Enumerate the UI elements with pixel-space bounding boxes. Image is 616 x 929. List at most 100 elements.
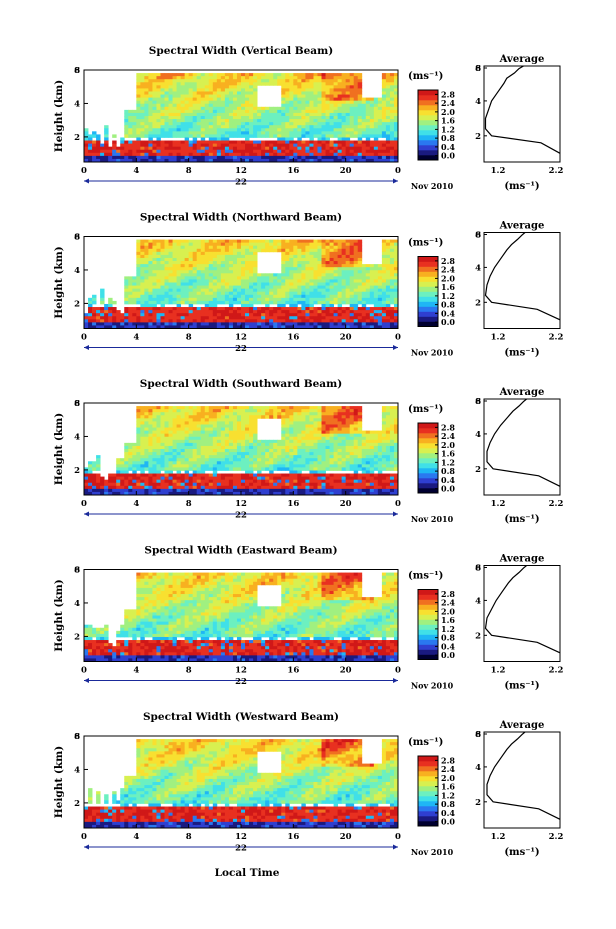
x-tick-label: 12	[235, 666, 247, 676]
average-x-tick-label: 2.2	[549, 832, 564, 842]
x-tick-label: 20	[340, 333, 352, 343]
colorbar-unit: (ms⁻¹)	[408, 404, 443, 415]
average-title: Average	[499, 554, 545, 565]
x-tick-label: 16	[287, 333, 299, 343]
heatmap-field	[84, 239, 399, 329]
y-tick-label: 2	[74, 466, 80, 476]
y-tick-label: 6	[74, 66, 80, 76]
colorbar-segment	[418, 281, 438, 287]
colorbar-tick-label: 0.0	[441, 484, 455, 494]
date-label: Nov 2010	[411, 348, 454, 358]
colorbar-tick-label: 2.4	[441, 265, 455, 275]
heatmap-field	[84, 406, 399, 496]
colorbar-segment	[418, 488, 438, 494]
date-label: Nov 2010	[411, 847, 454, 857]
date-label: Nov 2010	[411, 181, 454, 191]
colorbar: 0.00.40.81.21.62.02.42.8	[417, 256, 455, 327]
date-label: Nov 2010	[411, 514, 454, 524]
colorbar-segment	[418, 761, 438, 767]
y-tick-label: 2	[74, 133, 80, 143]
colorbar-tick-label: 0.8	[441, 300, 455, 310]
average-y-tick-label: 6	[475, 64, 481, 74]
colorbar-segment	[418, 629, 438, 635]
colorbar-tick-label: 2.0	[441, 107, 455, 117]
colorbar-segment	[418, 316, 438, 322]
panel-4: Spectral Width (Eastward Beam)2468Height…	[53, 545, 563, 692]
x-tick-label: 8	[186, 832, 192, 842]
colorbar-tick-label: 1.2	[441, 624, 455, 634]
colorbar-segment	[418, 276, 438, 282]
average-profile-line	[486, 731, 561, 820]
colorbar-segment	[418, 776, 438, 782]
colorbar-tick-label: 2.0	[441, 440, 455, 450]
average-y-tick-label: 8	[475, 397, 481, 407]
y-tick-label: 4	[74, 599, 80, 609]
x-tick-label: 8	[186, 166, 192, 176]
colorbar-tick-label: 2.0	[441, 773, 455, 783]
colorbar-segment	[418, 110, 438, 116]
colorbar-tick-label: 2.4	[441, 764, 455, 774]
x-tick-label: 0	[395, 832, 401, 842]
average-profile: Average 2 4 68 1.2 2.2 (ms⁻¹)	[475, 54, 563, 192]
colorbar-segment	[418, 140, 438, 146]
date-span-arrow-right	[393, 345, 398, 350]
colorbar-segment	[418, 433, 438, 439]
panel-title: Spectral Width (Northward Beam)	[140, 212, 342, 224]
colorbar-tick-label: 2.8	[441, 89, 455, 99]
y-tick-label: 4	[74, 765, 80, 775]
colorbar-segment	[418, 589, 438, 595]
colorbar-segment	[418, 155, 438, 161]
date-span-arrow-right	[393, 678, 398, 683]
y-tick-label: 2	[74, 799, 80, 809]
colorbar-segment	[418, 125, 438, 131]
colorbar-tick-label: 0.8	[441, 466, 455, 476]
colorbar-segment	[418, 443, 438, 449]
panel-5: Spectral Width (Westward Beam)2468Height…	[53, 711, 563, 858]
colorbar-segment	[418, 806, 438, 812]
y-tick-label: 6	[74, 566, 80, 576]
average-title: Average	[499, 720, 545, 731]
y-tick-label: 8	[74, 566, 80, 576]
colorbar-segment	[418, 599, 438, 605]
date-day-label: 22	[235, 844, 247, 854]
colorbar-segment	[418, 296, 438, 302]
colorbar-segment	[418, 306, 438, 312]
x-tick-label: 12	[235, 166, 247, 176]
y-tick-label: 6	[74, 233, 80, 243]
colorbar-tick-label: 0.4	[441, 308, 455, 318]
x-tick-label: 0	[395, 666, 401, 676]
average-y-tick-label: 4	[475, 763, 481, 773]
average-y-tick-label: 2	[475, 132, 481, 142]
colorbar-segment	[418, 473, 438, 479]
date-day-label: 22	[235, 677, 247, 687]
panel-2: Spectral Width (Northward Beam)2468Heigh…	[53, 212, 563, 359]
colorbar-tick-label: 2.4	[441, 98, 455, 108]
x-tick-label: 0	[81, 333, 87, 343]
average-y-tick-label: 2	[475, 465, 481, 475]
colorbar-tick-label: 2.8	[441, 755, 455, 765]
date-day-label: 22	[235, 344, 247, 354]
colorbar-tick-label: 1.6	[441, 449, 455, 459]
average-y-tick-label: 2	[475, 798, 481, 808]
colorbar-segment	[418, 115, 438, 121]
colorbar-tick-label: 0.4	[441, 641, 455, 651]
panel-3: Spectral Width (Southward Beam)2468Heigh…	[53, 378, 563, 525]
colorbar-tick-label: 0.0	[441, 650, 455, 660]
x-tick-label: 8	[186, 333, 192, 343]
date-day-label: 22	[235, 178, 247, 188]
average-x-tick-label: 1.2	[491, 832, 506, 842]
y-tick-label: 4	[74, 432, 80, 442]
average-y-tick-label: 6	[475, 397, 481, 407]
colorbar-segment	[418, 453, 438, 459]
colorbar-unit: (ms⁻¹)	[408, 571, 443, 582]
colorbar-segment	[418, 286, 438, 292]
average-x-label: (ms⁻¹)	[504, 181, 539, 192]
average-x-label: (ms⁻¹)	[504, 348, 539, 359]
average-profile-line	[486, 398, 561, 487]
colorbar-segment	[418, 821, 438, 827]
colorbar-tick-label: 0.0	[441, 151, 455, 161]
average-y-tick-label: 6	[475, 730, 481, 740]
colorbar-segment	[418, 811, 438, 817]
average-profile-line	[484, 565, 561, 654]
colorbar-segment	[418, 634, 438, 640]
